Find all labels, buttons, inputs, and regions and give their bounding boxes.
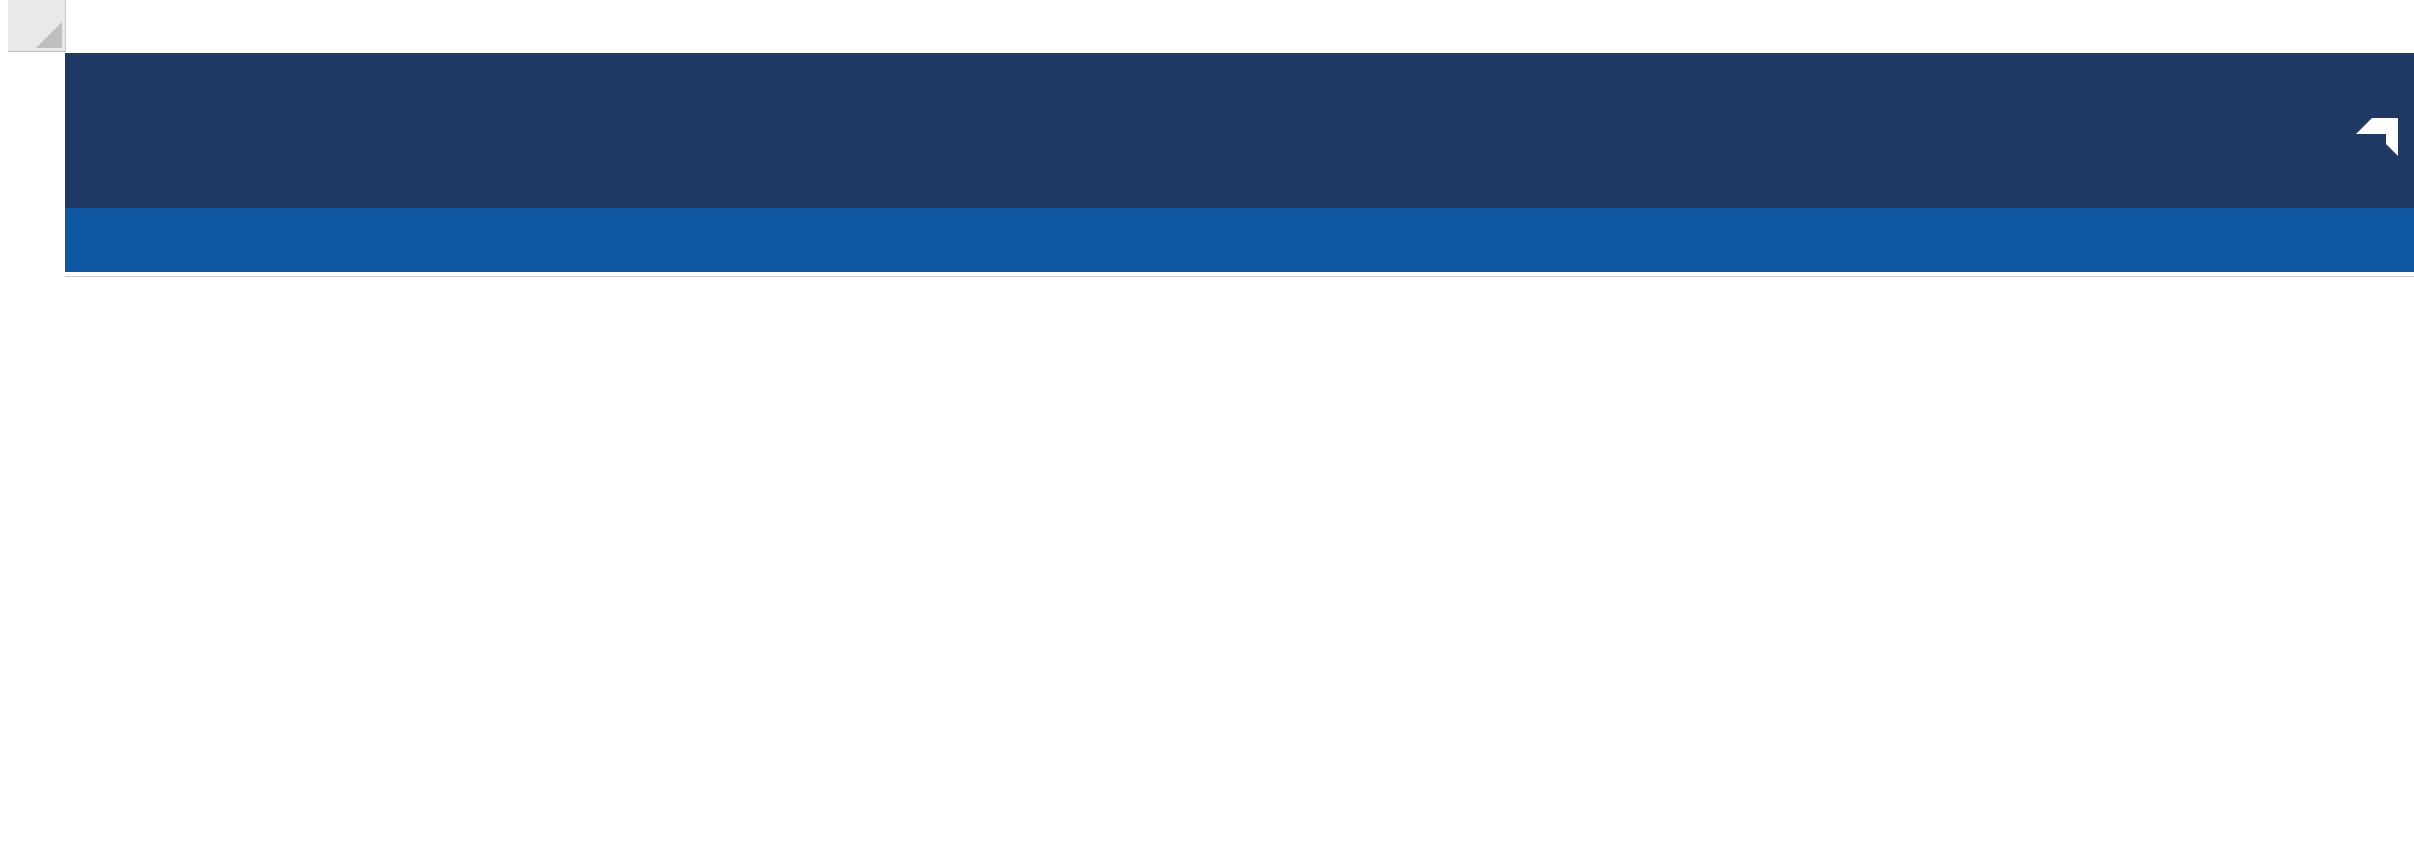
column-header-strip	[0, 0, 2414, 51]
select-all-corner[interactable]	[8, 0, 66, 52]
row-header-strip	[8, 51, 65, 850]
hidden-rows-divider	[65, 276, 2414, 277]
logo-corner-arrow-icon	[2356, 118, 2398, 156]
title-banner-cell[interactable]	[65, 53, 2414, 208]
subheader-band-row[interactable]	[65, 208, 2414, 272]
select-all-triangle-icon	[36, 22, 62, 48]
